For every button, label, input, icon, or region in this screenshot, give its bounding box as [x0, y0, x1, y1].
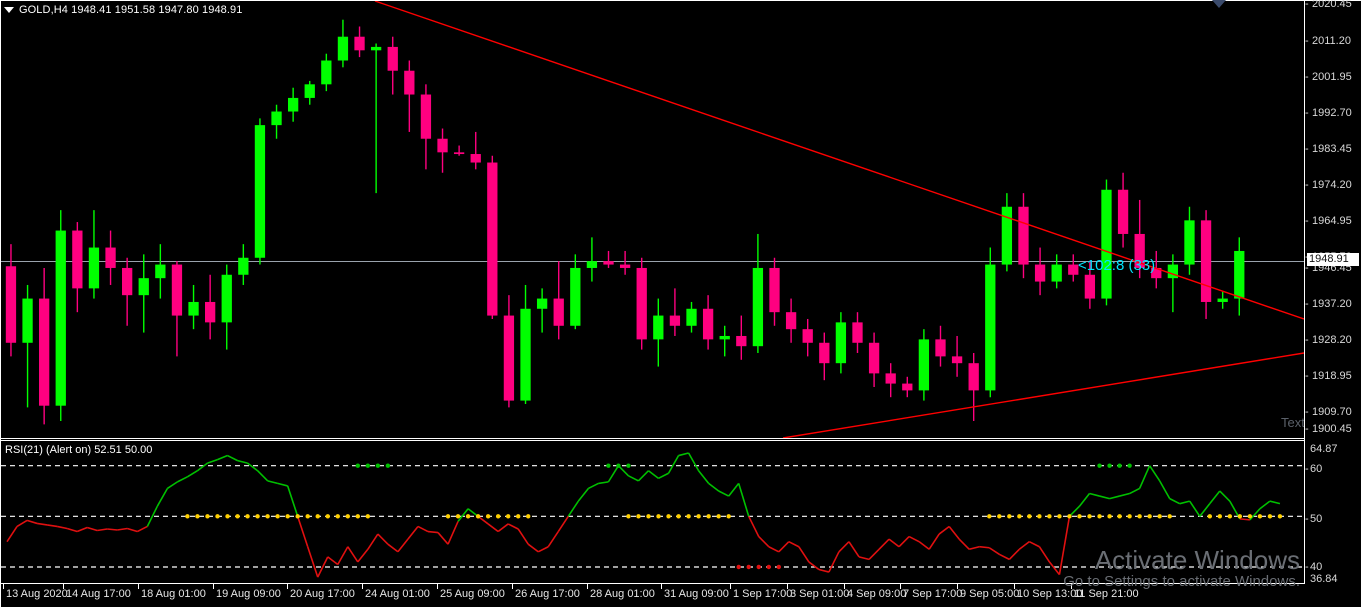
price-chart-pane[interactable] — [1, 1, 1304, 438]
price-axis-tick: -2011.20 — [1305, 35, 1351, 47]
time-axis-tick — [787, 584, 788, 589]
window-border-left — [0, 0, 1, 608]
time-axis-tick — [1014, 584, 1015, 589]
time-axis-label: 13 Aug 2020 — [6, 588, 68, 600]
time-axis-label: 9 Sep 05:00 — [960, 588, 1020, 600]
time-axis-label: 31 Aug 09:00 — [664, 588, 729, 600]
rsi-indicator-pane[interactable] — [1, 441, 1304, 583]
price-axis-tick: -2020.45 — [1305, 0, 1352, 10]
time-axis-tick — [1071, 584, 1072, 589]
time-axis-label: 4 Sep 09:00 — [847, 588, 907, 600]
time-axis-tick — [900, 584, 901, 589]
pane-separator-top — [0, 438, 1304, 439]
fib-annotation-label[interactable]: <102:8 (33) — [1078, 257, 1156, 274]
time-axis-label: 26 Aug 17:00 — [515, 588, 580, 600]
time-axis-label: 18 Aug 01:00 — [141, 588, 206, 600]
time-axis-label: 7 Sep 17:00 — [903, 588, 963, 600]
time-axis-tick — [138, 584, 139, 589]
time-axis-tick — [957, 584, 958, 589]
price-axis-tick: -1900.45 — [1305, 423, 1352, 435]
time-axis-tick — [437, 584, 438, 589]
time-axis-label: 19 Aug 09:00 — [216, 588, 281, 600]
time-axis-label: 20 Aug 17:00 — [290, 588, 355, 600]
time-axis-tick — [512, 584, 513, 589]
time-axis-label: 28 Aug 01:00 — [590, 588, 655, 600]
price-axis-tick: -1937.20 — [1305, 298, 1352, 310]
indicator-axis-tick: 64.87 — [1310, 443, 1338, 455]
rsi-series — [1, 452, 1304, 578]
time-axis-label: 1 Sep 17:00 — [733, 588, 793, 600]
time-axis-separator — [0, 583, 1304, 584]
trendline-overlay — [374, 1, 1304, 438]
price-axis-separator — [1304, 0, 1305, 584]
time-axis-label: 3 Sep 01:00 — [790, 588, 850, 600]
time-axis-label: 24 Aug 01:00 — [365, 588, 430, 600]
time-axis-label: 25 Aug 09:00 — [440, 588, 505, 600]
time-axis-tick — [730, 584, 731, 589]
price-axis-tick: -1992.70 — [1305, 107, 1352, 119]
time-axis-tick — [844, 584, 845, 589]
candlestick-series — [5, 19, 1245, 425]
indicator-axis-separator — [1304, 441, 1305, 584]
time-axis-tick — [587, 584, 588, 589]
time-axis-tick — [3, 584, 4, 589]
time-axis-tick — [362, 584, 363, 589]
window-border-top — [0, 0, 1362, 1]
price-axis-tick: -2001.95 — [1305, 71, 1352, 83]
indicator-axis-tick: -60 — [1305, 463, 1323, 475]
time-axis-tick — [661, 584, 662, 589]
indicator-axis-tick: -40 — [1305, 561, 1323, 573]
current-price-label: 1948.91 — [1307, 253, 1359, 266]
price-axis-tick: -1983.45 — [1305, 143, 1352, 155]
price-axis-tick: -1918.95 — [1305, 370, 1352, 382]
time-axis-label: 10 Sep 13:00 — [1017, 588, 1083, 600]
indicator-title: RSI(21) (Alert on) 52.51 50.00 — [5, 444, 153, 456]
price-axis-tick: -1964.95 — [1305, 215, 1352, 227]
indicator-axis-tick: 36.84 — [1310, 573, 1338, 585]
price-axis-tick: -1909.70 — [1305, 406, 1352, 418]
time-axis-label: 11 Sep 21:00 — [1074, 588, 1139, 600]
time-axis-tick — [63, 584, 64, 589]
price-axis-tick: -1928.20 — [1305, 334, 1352, 346]
indicator-axis-tick: -50 — [1305, 513, 1323, 525]
text-object-label[interactable]: Text — [1281, 415, 1305, 430]
time-axis-tick — [287, 584, 288, 589]
price-axis-tick: -1974.20 — [1305, 179, 1352, 191]
indicator-axis[interactable]: 64.87 -60 -50 -40 36.84 — [1305, 441, 1362, 585]
time-axis[interactable]: 13 Aug 2020 14 Aug 17:00 18 Aug 01:00 19 Au… — [0, 584, 1304, 608]
triangle-down-icon[interactable] — [4, 7, 14, 13]
pane-separator-bottom — [0, 440, 1304, 441]
time-axis-tick — [213, 584, 214, 589]
symbol-ohlc-label: GOLD,H4 1948.41 1951.58 1947.80 1948.91 — [19, 3, 243, 16]
chart-header: GOLD,H4 1948.41 1951.58 1947.80 1948.91 — [4, 3, 242, 17]
time-axis-label: 14 Aug 17:00 — [66, 588, 131, 600]
